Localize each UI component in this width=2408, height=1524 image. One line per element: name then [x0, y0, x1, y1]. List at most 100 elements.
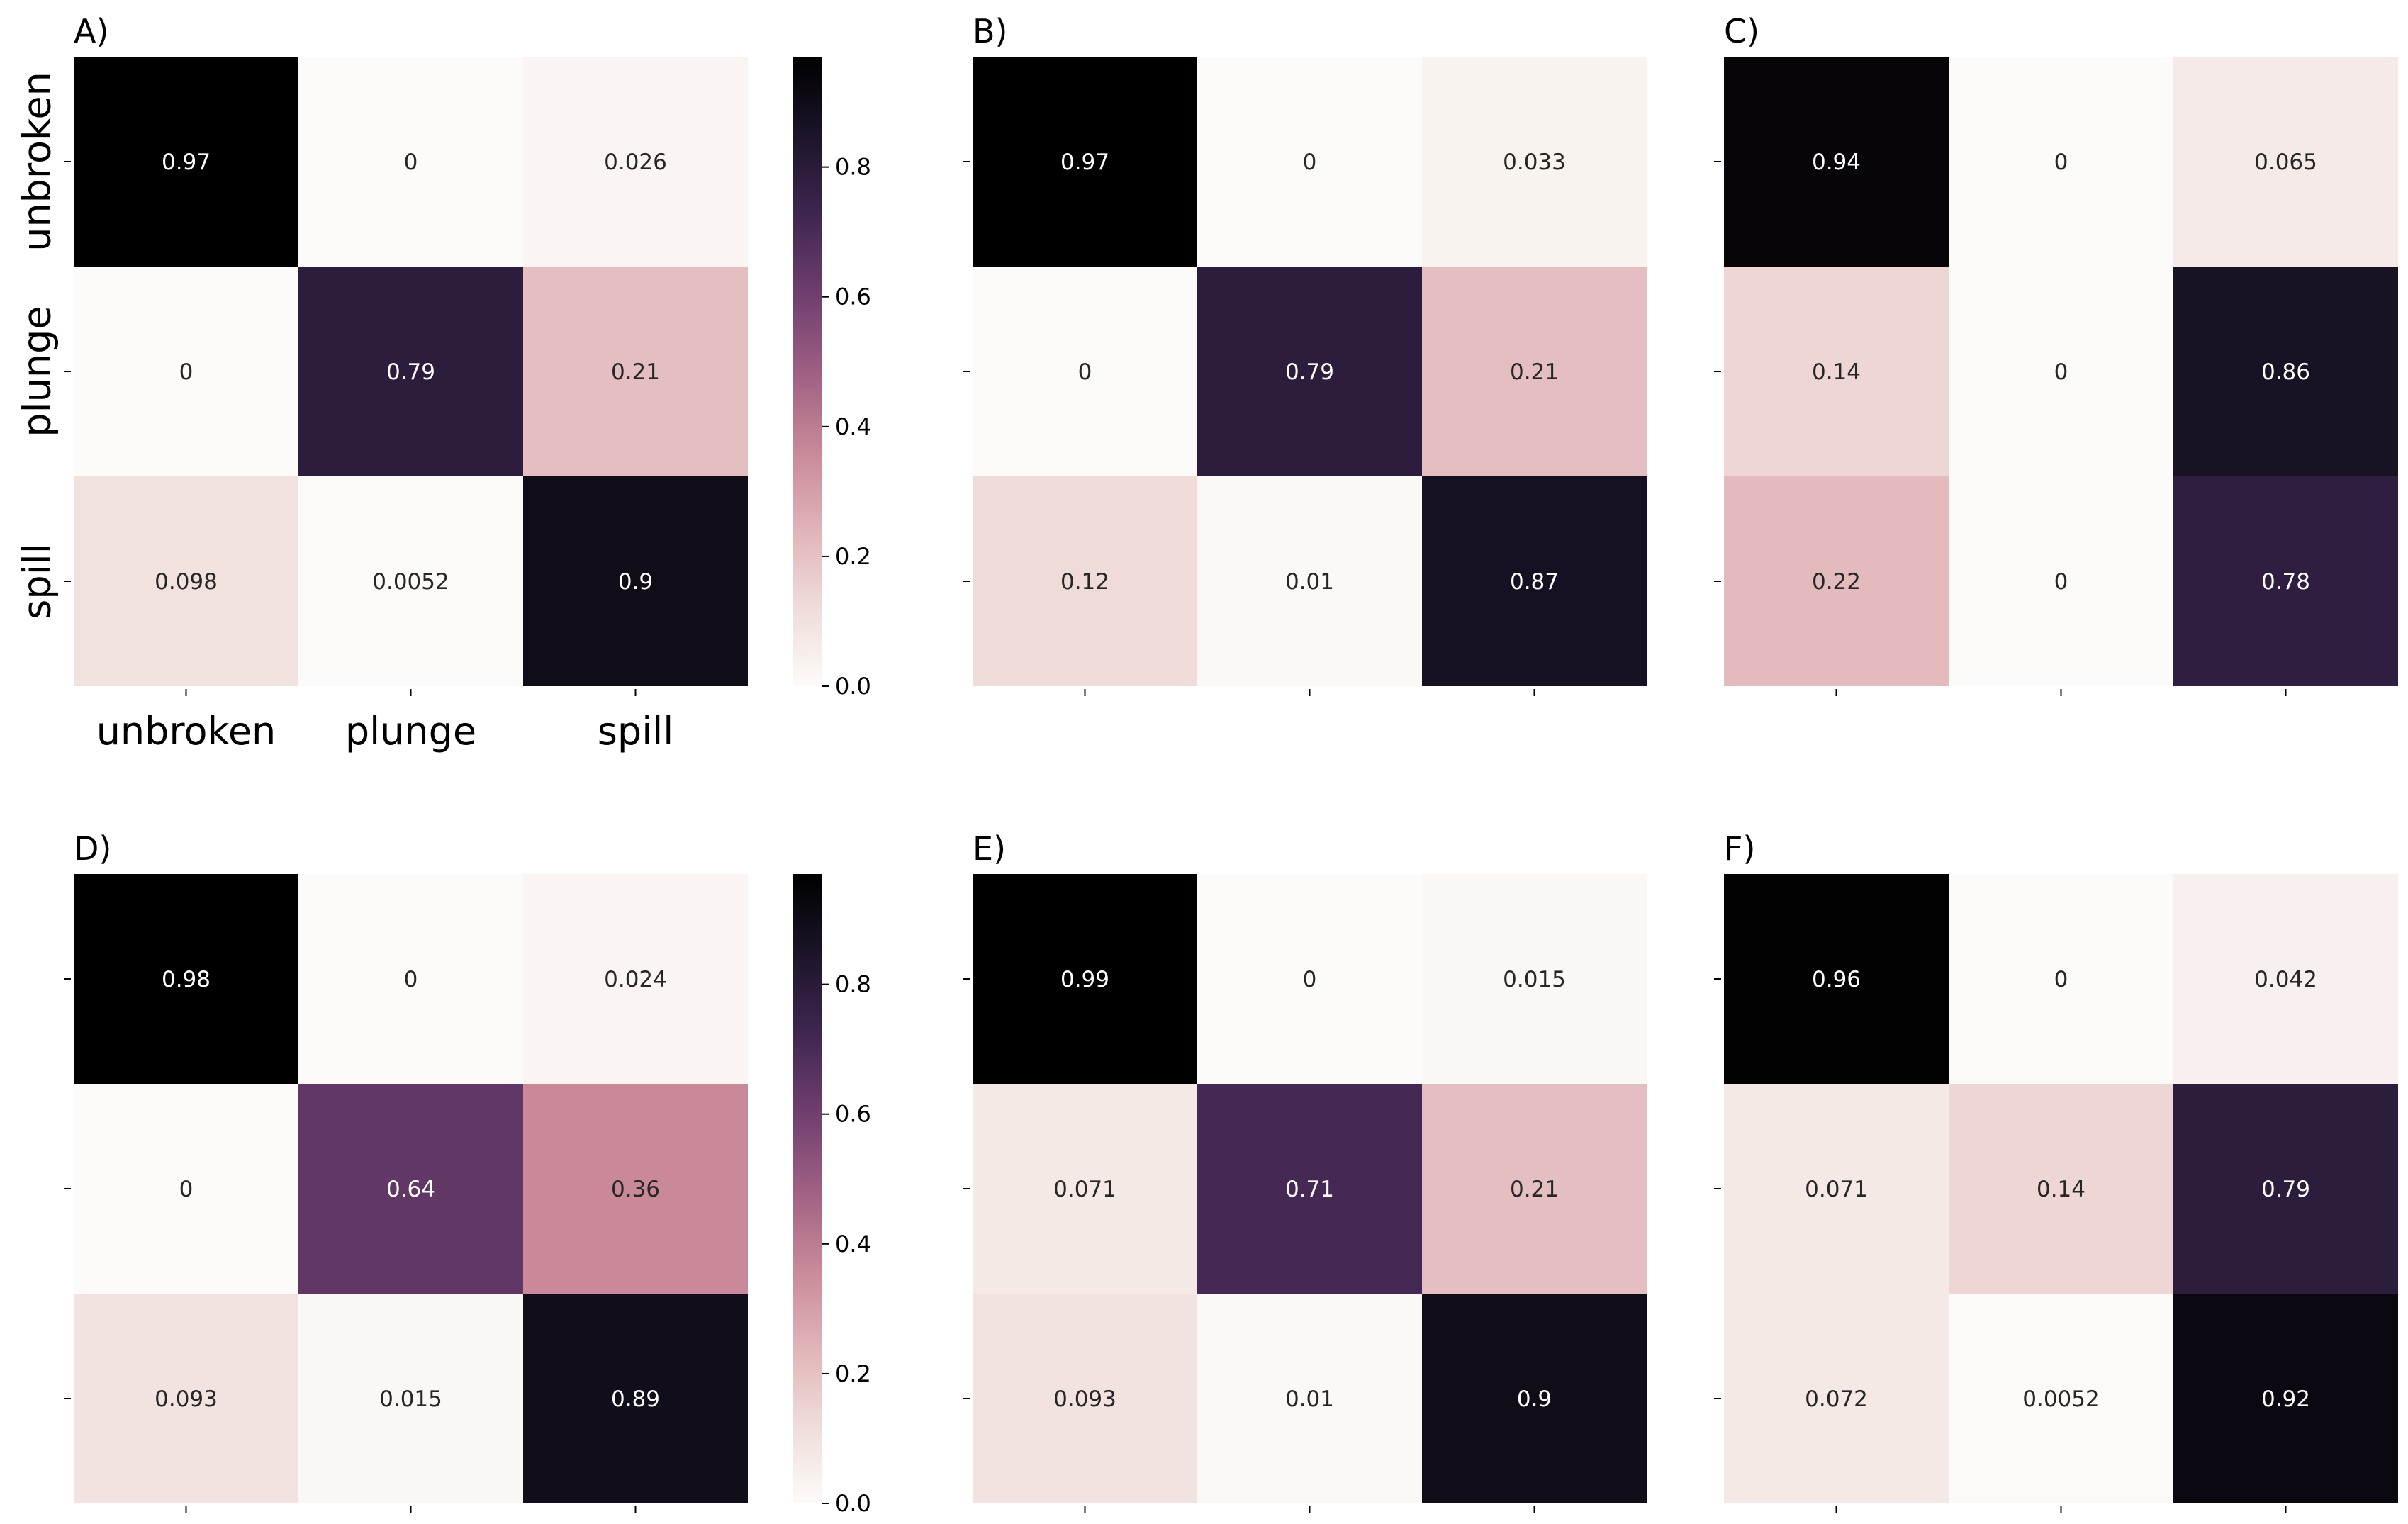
panel-d-cell-label-r1-c1: 0.64 — [386, 1177, 435, 1202]
panel-b-cell-label-r0-c2: 0.033 — [1503, 150, 1566, 175]
panel-a-cell-label-r0-c0: 0.97 — [162, 150, 211, 175]
panel-d-cell-r0-c0 — [74, 874, 298, 1084]
panel-c-cell-label-r0-c2: 0.065 — [2254, 150, 2317, 175]
panel-e-cell-r2-c1 — [1197, 1294, 1422, 1503]
panel-a-cell-r0-c2 — [523, 57, 748, 267]
panel-c-cell-label-r2-c1: 0 — [2054, 569, 2068, 595]
panel-d-cell-label-r0-c2: 0.024 — [604, 967, 667, 992]
panel-a-cell-label-r2-c0: 0.098 — [155, 569, 218, 595]
panel-a-cell-r1-c1 — [298, 267, 523, 476]
panel-d-colorbar-tick-label-2: 0.4 — [835, 1231, 871, 1257]
panel-f-cell-label-r0-c0: 0.96 — [1812, 967, 1861, 992]
panel-d-cell-label-r0-c1: 0 — [404, 967, 418, 992]
panel-c-cell-r2-c2 — [2173, 476, 2398, 686]
panel-a-col-label-plunge: plunge — [345, 709, 476, 753]
panel-a-cell-r1-c0 — [74, 267, 298, 476]
panel-e-cell-label-r0-c0: 0.99 — [1060, 967, 1109, 992]
panel-a-cell-label-r1-c1: 0.79 — [386, 359, 435, 385]
panel-e-cell-r2-c2 — [1422, 1294, 1647, 1503]
panel-c-cell-label-r2-c0: 0.22 — [1812, 569, 1861, 595]
panel-a-cell-r2-c2 — [523, 476, 748, 686]
panel-e-title: E) — [973, 829, 1006, 868]
panel-b-cell-r0-c2 — [1422, 57, 1647, 267]
panel-b-cell-label-r2-c2: 0.87 — [1510, 569, 1559, 595]
panel-a-colorbar-tick-label-1: 0.2 — [835, 543, 871, 570]
panel-a-colorbar-tick-label-3: 0.6 — [835, 284, 871, 310]
panel-e-cell-r0-c0 — [973, 874, 1197, 1084]
panel-f-cell-r1-c1 — [1949, 1084, 2173, 1294]
panel-a-cell-r0-c0 — [74, 57, 298, 267]
panel-b-cell-r2-c0 — [973, 476, 1197, 686]
panel-c-cell-r0-c1 — [1949, 57, 2173, 267]
panel-c-cell-label-r1-c1: 0 — [2054, 359, 2068, 385]
panel-f-cell-r2-c2 — [2173, 1294, 2398, 1503]
panel-d-cell-r1-c2 — [523, 1084, 748, 1294]
panel-a-cell-label-r1-c2: 0.21 — [611, 359, 660, 385]
panel-f-cell-label-r2-c2: 0.92 — [2261, 1386, 2310, 1412]
panel-a-cell-label-r0-c2: 0.026 — [604, 150, 667, 175]
panel-e-cell-label-r1-c2: 0.21 — [1510, 1177, 1559, 1202]
panel-c-cell-label-r1-c0: 0.14 — [1812, 359, 1861, 385]
panel-d-cell-label-r0-c0: 0.98 — [162, 967, 211, 992]
panel-c-cell-r0-c0 — [1724, 57, 1949, 267]
panel-d-cell-r0-c2 — [523, 874, 748, 1084]
panel-e-cell-r0-c1 — [1197, 874, 1422, 1084]
panel-d-colorbar-tick-label-3: 0.6 — [835, 1101, 871, 1128]
panel-c-cell-label-r2-c2: 0.78 — [2261, 569, 2310, 595]
panel-f-cell-label-r0-c1: 0 — [2054, 967, 2068, 992]
panel-d-colorbar-tick-label-0: 0.0 — [835, 1490, 871, 1517]
panel-a-row-label-unbroken: unbroken — [15, 72, 60, 252]
panel-f-cell-r0-c0 — [1724, 874, 1949, 1084]
panel-d-cell-label-r2-c1: 0.015 — [379, 1386, 442, 1412]
panel-c-cell-r2-c0 — [1724, 476, 1949, 686]
panel-d-cell-r2-c0 — [74, 1294, 298, 1503]
panel-b-cell-label-r0-c0: 0.97 — [1060, 150, 1109, 175]
panel-d-cell-r2-c1 — [298, 1294, 523, 1503]
panel-f-cell-label-r2-c0: 0.072 — [1805, 1386, 1868, 1412]
panel-a-cell-label-r0-c1: 0 — [404, 150, 418, 175]
panel-e-cell-label-r2-c1: 0.01 — [1285, 1386, 1334, 1412]
panel-d-colorbar — [793, 874, 822, 1503]
panel-d-cell-label-r1-c0: 0 — [179, 1177, 194, 1202]
panel-e-cell-r1-c1 — [1197, 1084, 1422, 1294]
panel-c-cell-label-r1-c2: 0.86 — [2261, 359, 2310, 385]
panel-f-cell-r1-c2 — [2173, 1084, 2398, 1294]
panel-d-cell-r1-c1 — [298, 1084, 523, 1294]
panel-b-cell-label-r2-c1: 0.01 — [1285, 569, 1334, 595]
panel-a-heatmap: A) 0.97 0 0.026 0 0.79 0.21 0.098 0.0052 0.9 unbro… — [15, 12, 871, 753]
panel-f-cell-label-r1-c2: 0.79 — [2261, 1177, 2310, 1202]
panel-a-row-label-plunge: plunge — [15, 306, 60, 437]
panel-f-heatmap: F) 0.96 0 0.042 0.071 0.14 0.79 0.072 0.0052 0.92 — [1714, 829, 2398, 1513]
panel-f-title: F) — [1724, 829, 1755, 868]
panel-d-cell-label-r2-c0: 0.093 — [155, 1386, 218, 1412]
panel-b-cell-r2-c2 — [1422, 476, 1647, 686]
panel-b-cell-r1-c0 — [973, 267, 1197, 476]
panel-b-title: B) — [973, 12, 1008, 50]
panel-a-title: A) — [74, 12, 108, 50]
panel-d-title: D) — [74, 829, 111, 868]
panel-a-colorbar — [793, 57, 822, 686]
panel-b-cell-r1-c1 — [1197, 267, 1422, 476]
panel-c-cell-r1-c1 — [1949, 267, 2173, 476]
panel-f-cell-label-r2-c1: 0.0052 — [2022, 1386, 2099, 1412]
panel-b-cell-label-r1-c0: 0 — [1078, 359, 1092, 385]
panel-a-cell-r2-c1 — [298, 476, 523, 686]
panel-a-colorbar-tick-label-0: 0.0 — [835, 673, 871, 700]
panel-b-cell-label-r2-c0: 0.12 — [1060, 569, 1109, 595]
panel-c-cell-r2-c1 — [1949, 476, 2173, 686]
panel-d-cell-r1-c0 — [74, 1084, 298, 1294]
panel-a-cell-r1-c2 — [523, 267, 748, 476]
panel-f-cell-r0-c1 — [1949, 874, 2173, 1084]
panel-c-cell-r1-c2 — [2173, 267, 2398, 476]
panel-a-cell-label-r2-c2: 0.9 — [618, 569, 653, 595]
panel-d-cell-r0-c1 — [298, 874, 523, 1084]
panel-b-cell-r1-c2 — [1422, 267, 1647, 476]
panel-d-cell-r2-c2 — [523, 1294, 748, 1503]
panel-e-cell-r1-c0 — [973, 1084, 1197, 1294]
panel-e-cell-label-r1-c0: 0.071 — [1053, 1177, 1116, 1202]
panel-f-cell-label-r0-c2: 0.042 — [2254, 967, 2317, 992]
panel-c-cell-label-r0-c0: 0.94 — [1812, 150, 1861, 175]
panel-e-cell-label-r2-c2: 0.9 — [1517, 1386, 1552, 1412]
panel-b-cell-label-r1-c1: 0.79 — [1285, 359, 1334, 385]
panel-a-cell-label-r2-c1: 0.0052 — [372, 569, 449, 595]
